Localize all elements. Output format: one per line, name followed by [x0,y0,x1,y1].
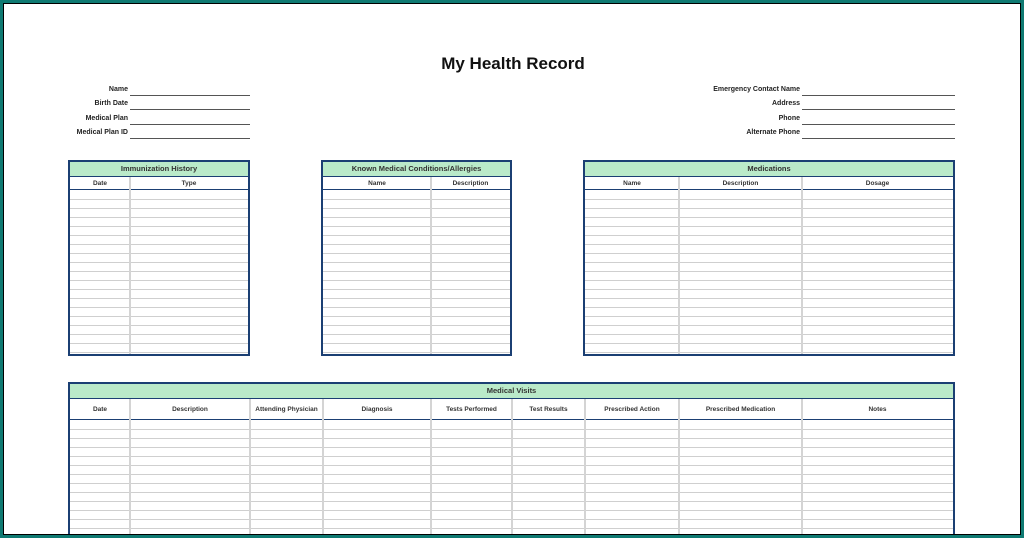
immunization-table: Immunization History Date Type [68,160,250,356]
column-header: Name [623,179,641,187]
immunization-column-headers: Date Type [70,177,248,190]
field-input-line[interactable] [802,138,955,139]
field-medical-plan-id[interactable]: Medical Plan ID [4,127,1020,139]
medications-rows[interactable] [585,191,953,354]
column-divider [511,399,513,534]
column-header: Attending Physician [255,405,318,413]
field-input-line[interactable] [130,138,250,139]
field-input-line[interactable] [130,109,250,110]
conditions-column-headers: Name Description [323,177,510,190]
column-header: Description [452,179,489,187]
column-header: Prescribed Action [604,405,660,413]
field-label: Address [771,100,800,107]
field-address[interactable]: Address [4,98,1020,110]
visits-title: Medical Visits [70,384,953,399]
column-header: Type [181,179,197,187]
column-header: Notes [868,405,887,413]
field-label: Phone [778,115,800,122]
column-divider [584,399,586,534]
field-alternate-phone[interactable]: Alternate Phone [4,127,1020,139]
field-input-line[interactable] [130,95,250,96]
field-label: Birth Date [94,100,128,107]
medications-table: Medications Name Description Dosage [583,160,955,356]
column-divider [322,399,324,534]
column-divider [801,399,803,534]
column-header: Date [92,405,108,413]
field-label: Emergency Contact Name [713,86,800,93]
field-medical-plan[interactable]: Medical Plan [4,113,1020,125]
column-header: Prescribed Medication [705,405,776,413]
conditions-rows[interactable] [323,191,510,354]
conditions-title: Known Medical Conditions/Allergies [323,162,510,177]
health-record-page: My Health Record Name Birth Date Medical P… [3,3,1021,535]
field-label: Alternate Phone [746,129,800,136]
field-input-line[interactable] [802,124,955,125]
field-input-line[interactable] [130,124,250,125]
field-input-line[interactable] [802,109,955,110]
page-title: My Health Record [441,54,585,73]
field-phone[interactable]: Phone [4,113,1020,125]
field-birth-date[interactable]: Birth Date [4,98,1020,110]
column-header: Tests Performed [446,405,497,413]
conditions-table: Known Medical Conditions/Allergies Name De… [321,160,512,356]
column-header: Diagnosis [361,405,393,413]
column-header: Date [92,179,108,187]
column-header: Dosage [865,179,890,187]
column-divider [430,399,432,534]
medications-title: Medications [585,162,953,177]
column-divider [430,177,432,354]
column-divider [678,399,680,534]
column-divider [801,177,803,354]
field-emergency-contact-name[interactable]: Emergency Contact Name [4,84,1020,96]
field-name[interactable]: Name [4,84,1020,96]
column-divider [129,177,131,354]
immunization-title: Immunization History [70,162,248,177]
visits-table: Medical Visits Date Description Attending P… [68,382,955,534]
column-header: Description [172,405,208,413]
column-header: Test Results [529,405,568,413]
immunization-rows[interactable] [70,191,248,354]
field-input-line[interactable] [802,95,955,96]
column-header: Description [722,179,759,187]
field-label: Medical Plan [85,115,128,122]
column-header: Name [368,179,386,187]
column-divider [678,177,680,354]
field-label: Medical Plan ID [76,129,128,136]
column-divider [129,399,131,534]
field-label: Name [108,86,128,93]
column-divider [249,399,251,534]
medications-column-headers: Name Description Dosage [585,177,953,190]
